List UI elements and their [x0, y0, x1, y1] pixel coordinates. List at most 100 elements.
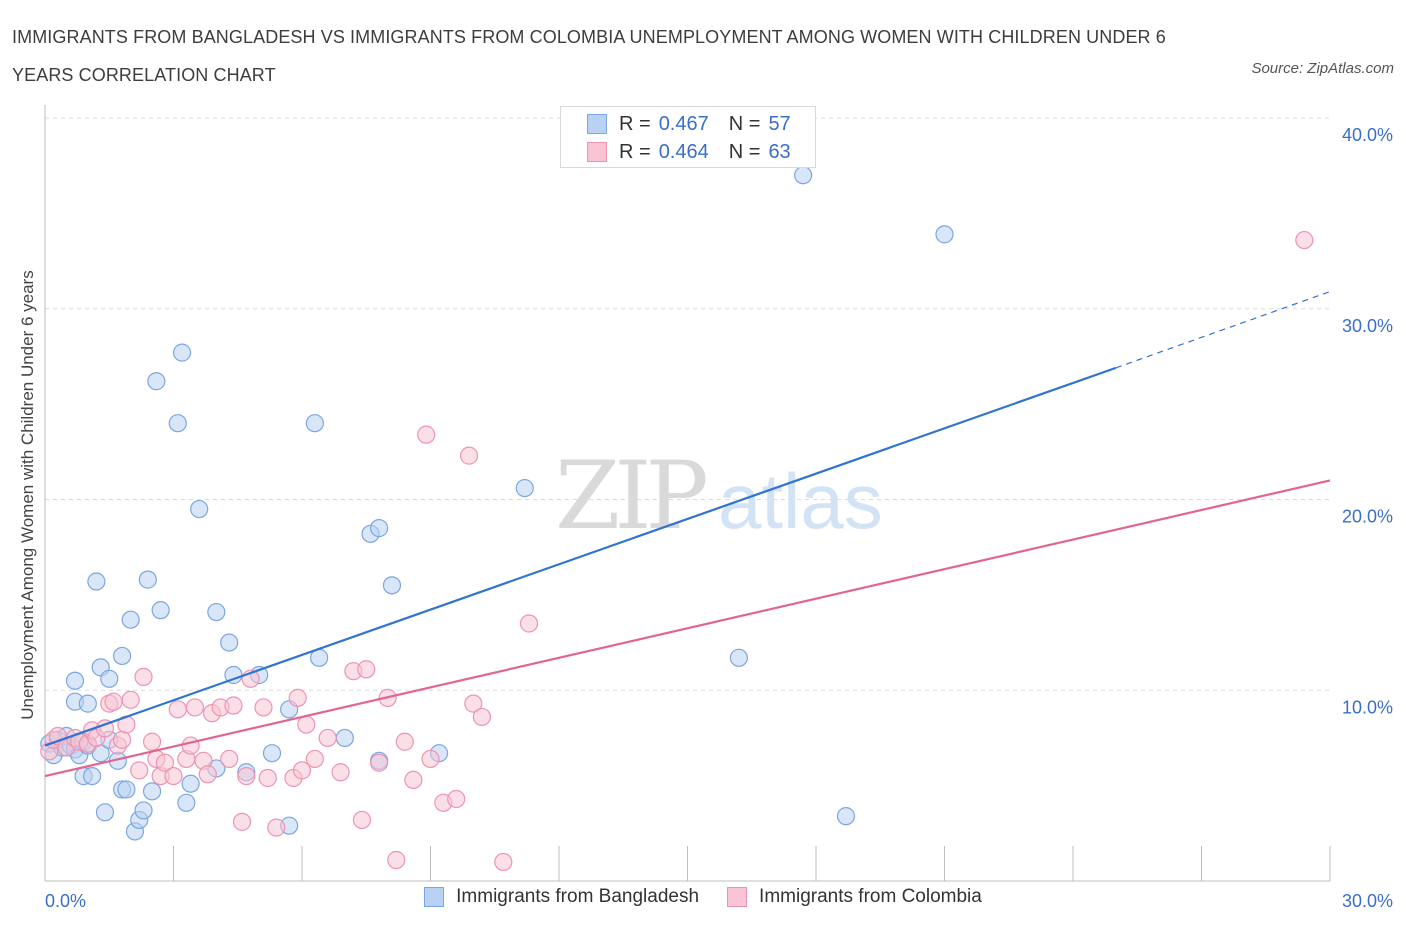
legend-r-label: R = — [619, 140, 651, 163]
data-point-bangladesh — [181, 774, 200, 793]
data-point-colombia — [220, 749, 239, 769]
source-label: Source: ZipAtlas.com — [1251, 60, 1394, 77]
data-point-bangladesh — [794, 166, 813, 185]
y-tick-label: 30.0% — [1342, 316, 1393, 336]
trend-line-extension-bangladesh — [1115, 291, 1331, 369]
data-point-colombia — [168, 700, 187, 719]
data-point-colombia — [395, 732, 414, 751]
data-point-colombia — [237, 766, 256, 786]
data-point-colombia — [464, 694, 483, 713]
data-point-colombia — [292, 761, 312, 780]
series-legend: Immigrants from Bangladesh Immigrants fr… — [0, 886, 1406, 908]
data-point-bangladesh — [100, 669, 119, 688]
legend-row-colombia: R = 0.464 N = 63 — [587, 138, 791, 166]
data-point-colombia — [181, 736, 200, 755]
data-point-colombia — [155, 753, 175, 772]
data-point-colombia — [164, 766, 183, 786]
data-point-colombia — [352, 810, 372, 830]
data-point-bangladesh — [151, 601, 170, 620]
data-point-colombia — [305, 749, 324, 769]
data-point-bangladesh — [117, 780, 136, 799]
legend-swatch-colombia — [587, 142, 607, 162]
data-point-bangladesh — [168, 414, 187, 433]
data-point-bangladesh — [121, 610, 140, 629]
series-legend-bangladesh[interactable]: Immigrants from Bangladesh — [424, 886, 699, 908]
x-tick-label: 0.0% — [45, 891, 86, 911]
data-point-colombia — [472, 707, 491, 727]
y-tick-label: 20.0% — [1342, 507, 1393, 527]
data-point-colombia — [421, 749, 440, 769]
watermark-zip: ZIP — [555, 442, 705, 551]
series-label-colombia: Immigrants from Colombia — [759, 886, 982, 907]
data-point-bangladesh — [138, 570, 157, 589]
data-point-colombia — [258, 768, 277, 788]
data-point-colombia — [318, 728, 337, 748]
data-point-colombia — [331, 763, 350, 782]
trend-line-colombia — [44, 479, 1331, 778]
data-point-colombia — [370, 753, 389, 772]
legend-r-value-bangladesh: 0.467 — [658, 112, 709, 135]
data-point-colombia — [198, 765, 217, 784]
data-point-bangladesh — [172, 343, 192, 362]
legend-swatch-bangladesh — [587, 114, 607, 134]
legend-row-bangladesh: R = 0.467 N = 57 — [587, 110, 791, 138]
data-point-bangladesh — [335, 728, 354, 748]
legend-n-value-colombia: 63 — [768, 140, 791, 163]
series-label-bangladesh: Immigrants from Bangladesh — [456, 886, 700, 907]
data-point-bangladesh — [305, 414, 324, 433]
data-point-bangladesh — [207, 602, 226, 622]
data-point-colombia — [387, 850, 406, 870]
series-swatch-colombia — [727, 887, 748, 907]
data-point-bangladesh — [370, 519, 389, 538]
legend-n-label: N = — [728, 140, 761, 163]
legend-r-value-colombia: 0.464 — [658, 140, 709, 163]
data-point-bangladesh — [134, 801, 153, 820]
data-point-bangladesh — [112, 646, 132, 666]
data-point-bangladesh — [177, 793, 196, 812]
data-point-colombia — [121, 690, 140, 709]
series-legend-colombia[interactable]: Immigrants from Colombia — [727, 886, 982, 908]
data-point-bangladesh — [382, 576, 402, 595]
data-point-colombia — [112, 730, 132, 749]
y-tick-label: 10.0% — [1342, 697, 1393, 717]
data-point-colombia — [417, 425, 436, 444]
data-point-colombia — [130, 761, 149, 780]
data-point-colombia — [459, 446, 479, 465]
data-point-colombia — [494, 852, 513, 872]
data-point-colombia — [224, 696, 243, 715]
data-point-colombia — [142, 732, 162, 751]
x-tick-label: 30.0% — [1342, 891, 1393, 911]
data-point-colombia — [357, 660, 376, 679]
y-tick-label: 40.0% — [1342, 125, 1393, 145]
data-point-colombia — [1295, 230, 1314, 250]
data-point-bangladesh — [729, 648, 749, 667]
data-point-colombia — [297, 715, 316, 734]
data-point-bangladesh — [190, 499, 209, 519]
data-point-bangladesh — [515, 478, 534, 498]
data-point-bangladesh — [95, 803, 115, 822]
data-point-colombia — [267, 818, 286, 837]
data-point-bangladesh — [220, 633, 239, 652]
legend-n-label: N = — [728, 112, 761, 135]
legend-r-label: R = — [619, 112, 651, 135]
data-point-colombia — [404, 770, 423, 790]
data-point-bangladesh — [142, 782, 162, 801]
data-point-colombia — [134, 667, 153, 686]
data-point-colombia — [447, 789, 466, 809]
data-point-colombia — [254, 698, 273, 717]
data-point-colombia — [288, 688, 307, 707]
data-point-colombia — [185, 698, 205, 717]
data-point-bangladesh — [83, 766, 102, 786]
data-point-colombia — [104, 692, 123, 711]
data-point-bangladesh — [836, 807, 856, 826]
data-point-colombia — [232, 812, 252, 831]
chart-title: IMMIGRANTS FROM BANGLADESH VS IMMIGRANTS… — [12, 27, 1166, 85]
series-swatch-bangladesh — [424, 887, 445, 907]
data-point-bangladesh — [87, 572, 106, 591]
data-point-bangladesh — [65, 671, 85, 690]
watermark-atlas: atlas — [718, 457, 883, 545]
data-point-bangladesh — [262, 744, 282, 763]
data-point-bangladesh — [147, 372, 166, 391]
data-point-bangladesh — [78, 694, 97, 713]
